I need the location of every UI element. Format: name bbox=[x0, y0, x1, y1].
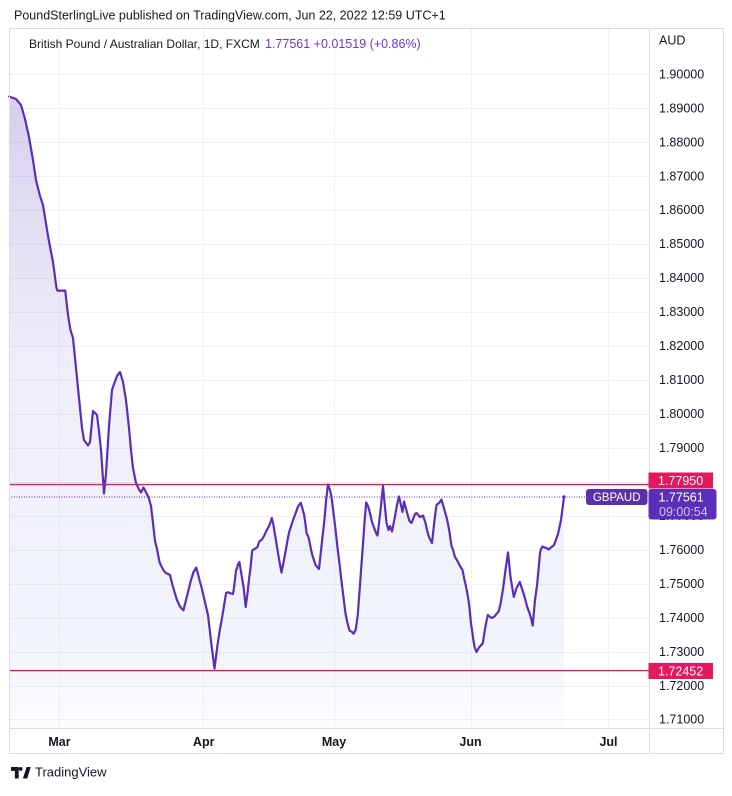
svg-text:1.83000: 1.83000 bbox=[659, 305, 704, 319]
svg-text:1.88000: 1.88000 bbox=[659, 135, 704, 149]
svg-text:Jul: Jul bbox=[599, 735, 617, 749]
svg-text:1.77561: 1.77561 bbox=[659, 490, 704, 504]
svg-text:1.77561 +0.01519 (+0.86%): 1.77561 +0.01519 (+0.86%) bbox=[265, 37, 421, 51]
svg-text:1.81000: 1.81000 bbox=[659, 373, 704, 387]
svg-text:1.74000: 1.74000 bbox=[659, 611, 704, 625]
svg-text:09:00:54: 09:00:54 bbox=[659, 505, 708, 519]
svg-text:British Pound / Australian Dol: British Pound / Australian Dollar, 1D, F… bbox=[29, 37, 260, 51]
svg-text:1.73000: 1.73000 bbox=[659, 645, 704, 659]
svg-text:1.90000: 1.90000 bbox=[659, 67, 704, 81]
svg-text:1.71000: 1.71000 bbox=[659, 713, 704, 727]
svg-text:1.80000: 1.80000 bbox=[659, 407, 704, 421]
svg-text:1.89000: 1.89000 bbox=[659, 101, 704, 115]
svg-text:1.75000: 1.75000 bbox=[659, 577, 704, 591]
svg-text:Mar: Mar bbox=[48, 735, 70, 749]
svg-text:1.82000: 1.82000 bbox=[659, 339, 704, 353]
svg-text:1.85000: 1.85000 bbox=[659, 237, 704, 251]
svg-text:AUD: AUD bbox=[659, 33, 685, 47]
svg-text:1.87000: 1.87000 bbox=[659, 169, 704, 183]
svg-text:PoundSterlingLive published on: PoundSterlingLive published on TradingVi… bbox=[14, 9, 446, 23]
svg-text:1.72000: 1.72000 bbox=[659, 679, 704, 693]
svg-text:1.72452: 1.72452 bbox=[658, 664, 703, 678]
svg-text:1.77950: 1.77950 bbox=[658, 474, 703, 488]
svg-text:May: May bbox=[322, 735, 346, 749]
svg-text:Apr: Apr bbox=[193, 735, 215, 749]
svg-text:GBPAUD: GBPAUD bbox=[593, 492, 641, 504]
svg-text:1.84000: 1.84000 bbox=[659, 271, 704, 285]
svg-text:1.76000: 1.76000 bbox=[659, 543, 704, 557]
svg-text:Jun: Jun bbox=[459, 735, 481, 749]
svg-text:1.86000: 1.86000 bbox=[659, 203, 704, 217]
svg-text:TradingView: TradingView bbox=[35, 765, 107, 780]
svg-text:1.79000: 1.79000 bbox=[659, 441, 704, 455]
